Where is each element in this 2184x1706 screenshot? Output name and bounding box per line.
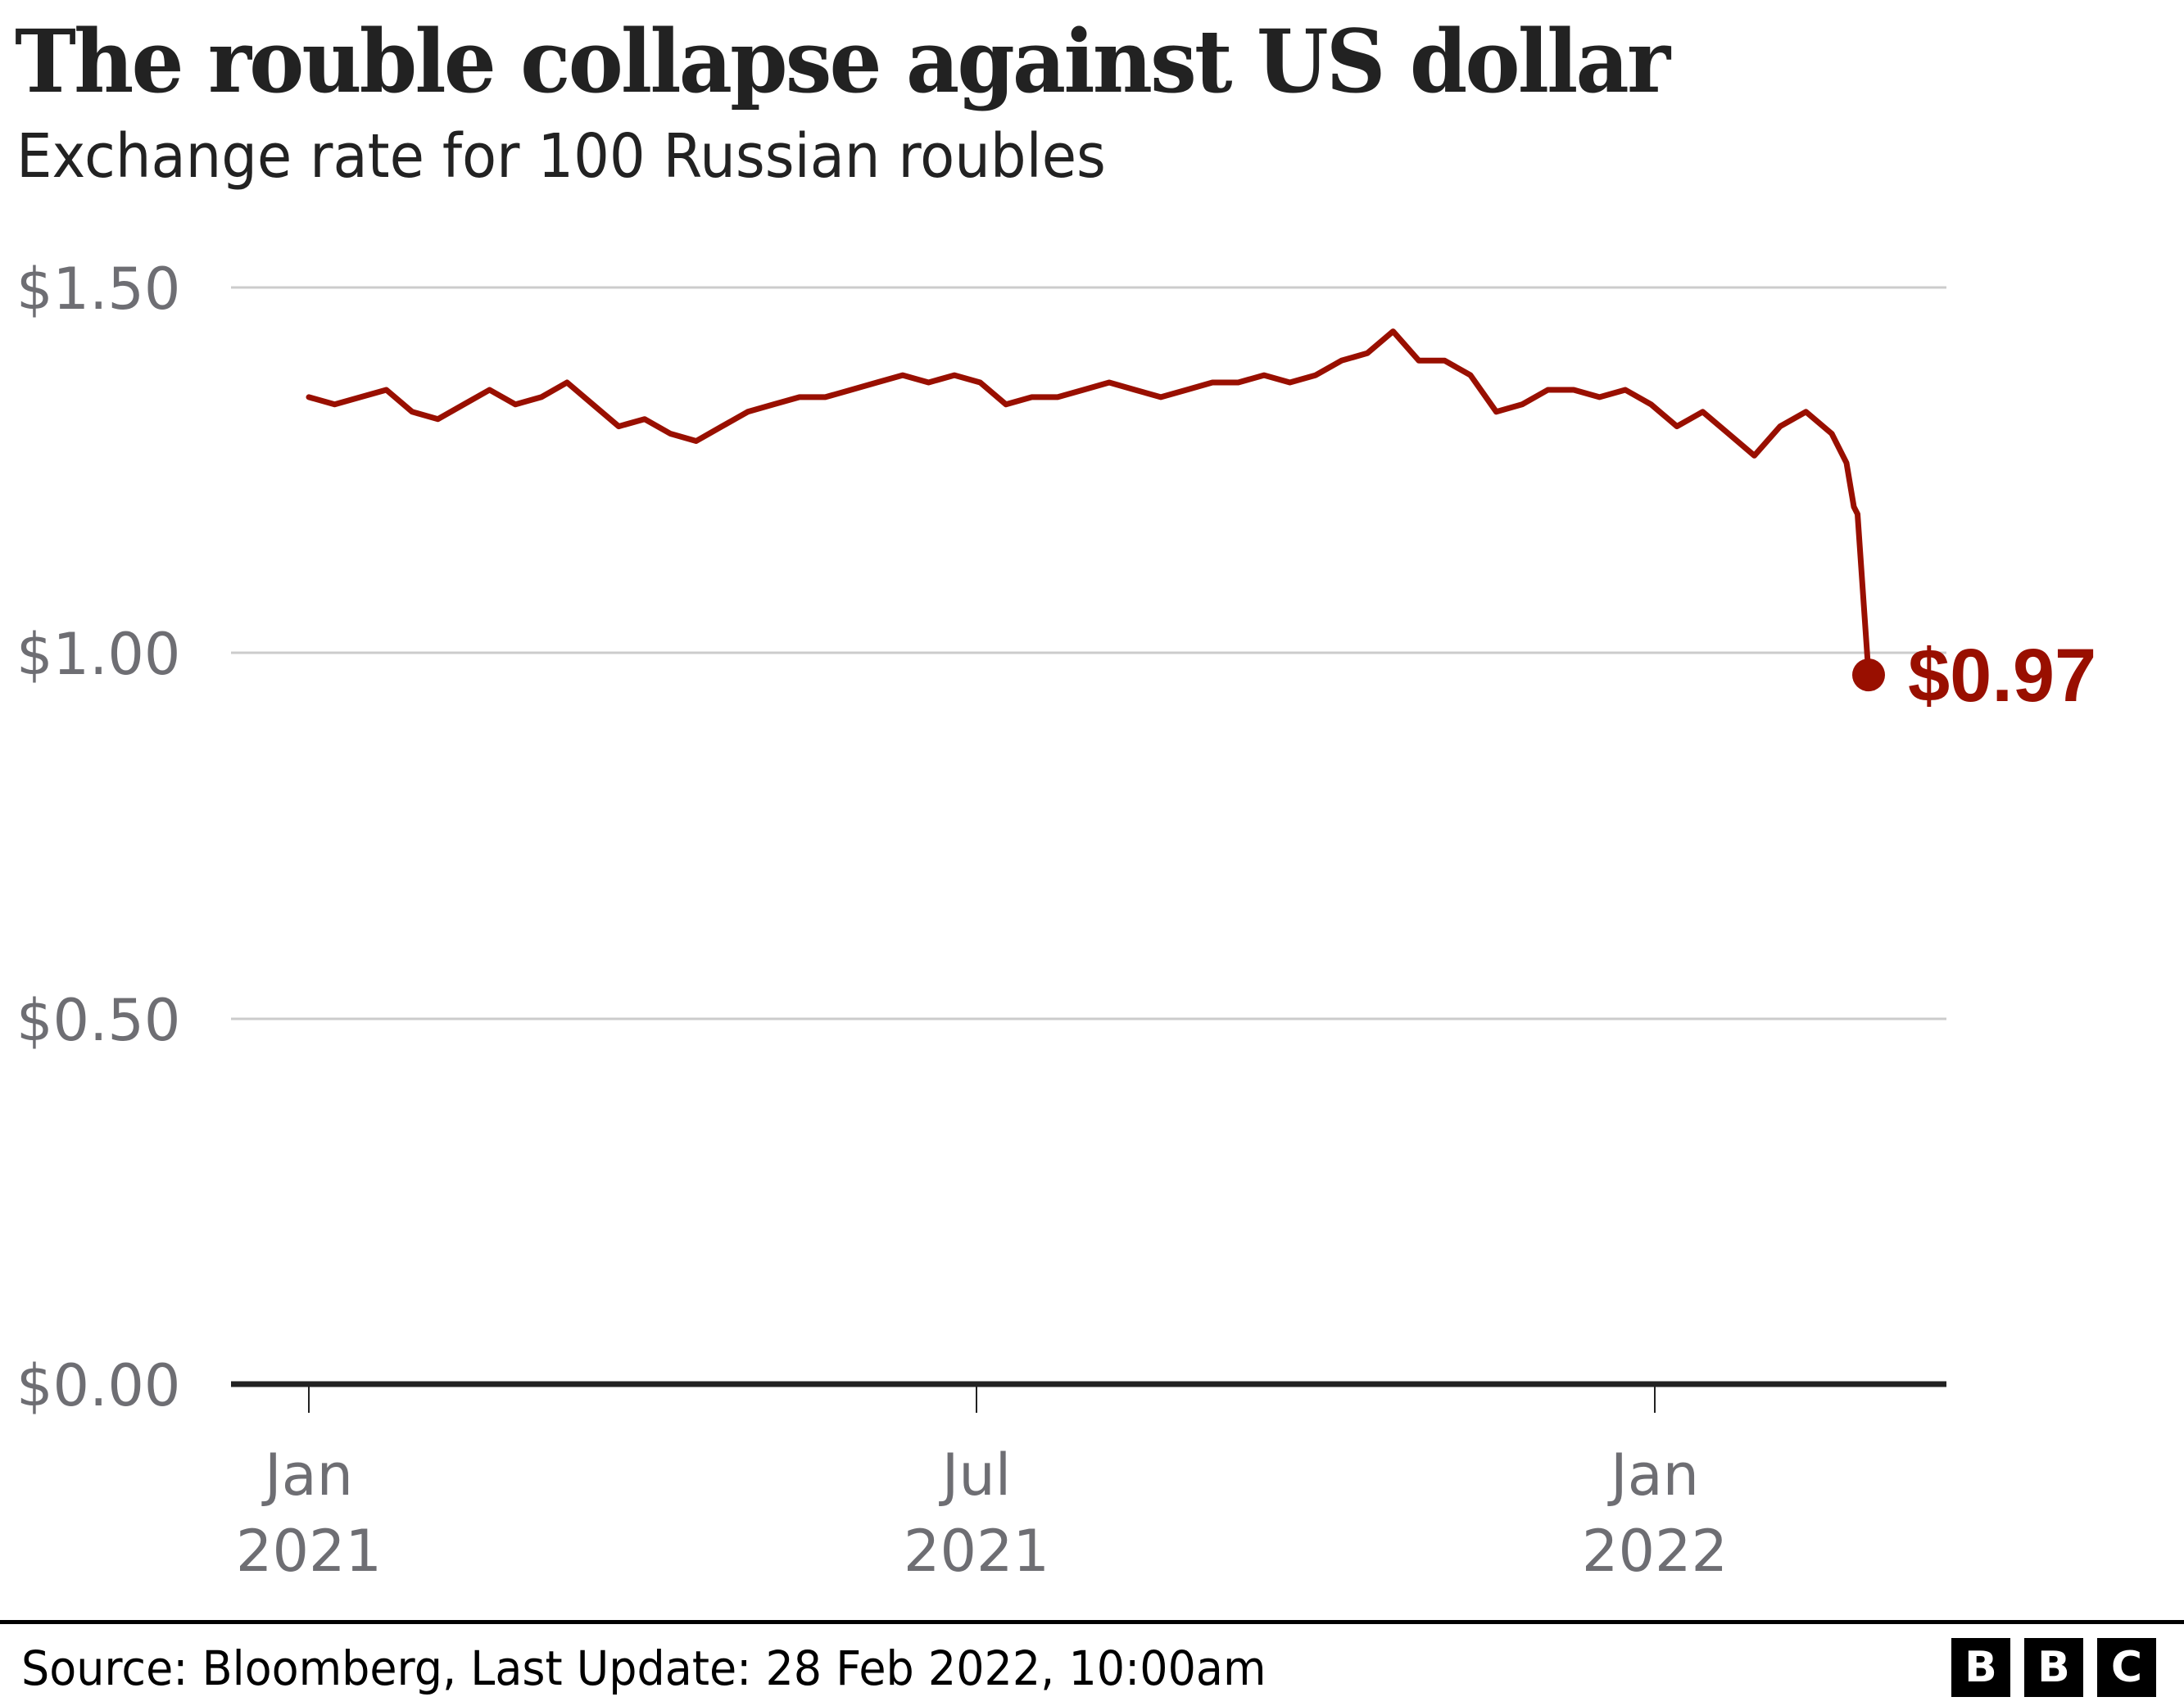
x-tick-month: Jan — [1607, 1441, 1699, 1509]
x-tick-year: 2021 — [236, 1518, 382, 1585]
y-axis-labels: $1.50 $1.00 $0.50 $0.00 — [16, 256, 180, 1419]
y-tick-label: $0.50 — [16, 987, 180, 1054]
logo-letter: C — [2097, 1638, 2156, 1697]
footer-divider — [0, 1620, 2184, 1624]
end-value-label: $0.97 — [1908, 634, 2096, 717]
chart-subtitle: Exchange rate for 100 Russian roubles — [16, 121, 1106, 192]
gridlines — [231, 286, 1946, 1387]
end-point-marker — [1852, 658, 1885, 692]
exchange-rate-line — [306, 328, 1872, 678]
y-tick-label: $1.00 — [16, 621, 180, 688]
logo-letter: B — [2024, 1638, 2083, 1697]
x-tick-year: 2021 — [904, 1518, 1049, 1585]
logo-letter: B — [1951, 1638, 2010, 1697]
x-tick-month: Jan — [261, 1441, 353, 1509]
x-tick-year: 2022 — [1582, 1518, 1728, 1585]
x-axis-ticks — [308, 1387, 1656, 1413]
bbc-logo: B B C — [1951, 1638, 2156, 1697]
y-tick-label: $1.50 — [16, 256, 180, 323]
x-tick-month: Jul — [939, 1441, 1011, 1509]
chart-title: The rouble collapse against US dollar — [15, 10, 1670, 112]
x-axis-labels: Jan 2021 Jul 2021 Jan 2022 — [236, 1441, 1728, 1585]
y-tick-label: $0.00 — [16, 1352, 180, 1419]
source-note: Source: Bloomberg, Last Update: 28 Feb 2… — [21, 1640, 1266, 1696]
